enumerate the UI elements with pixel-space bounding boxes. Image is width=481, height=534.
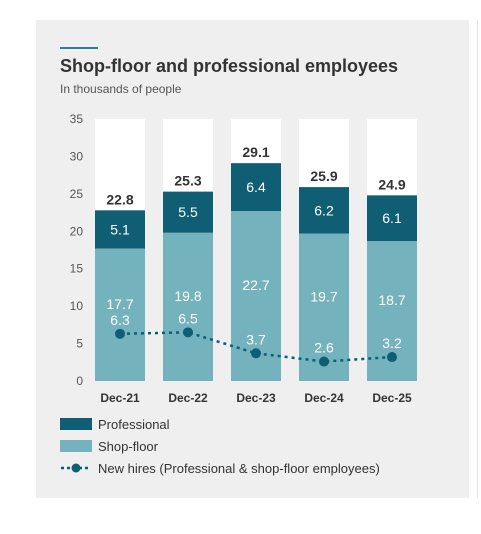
point-new-hires bbox=[183, 327, 193, 338]
legend-label-new-hires: New hires (Professional & shop-floor emp… bbox=[98, 460, 380, 476]
y-tick-label: 25 bbox=[70, 187, 84, 201]
point-new-hires bbox=[319, 356, 329, 367]
bar-professional bbox=[163, 191, 213, 233]
y-tick-label: 30 bbox=[70, 149, 84, 163]
data-label-shop-floor: 22.7 bbox=[242, 277, 269, 293]
chart-subtitle: In thousands of people bbox=[60, 82, 182, 96]
x-tick-label: Dec-25 bbox=[372, 391, 412, 405]
data-label-shop-floor: 19.8 bbox=[174, 288, 201, 304]
x-tick-label: Dec-24 bbox=[304, 391, 344, 405]
data-label-total: 25.3 bbox=[174, 173, 201, 189]
x-tick-label: Dec-21 bbox=[100, 391, 140, 405]
legend-swatch-professional bbox=[60, 418, 92, 430]
chart-title: Shop-floor and professional employees bbox=[60, 56, 399, 76]
bar-shop-floor bbox=[163, 232, 213, 381]
legend-swatch-new-hires bbox=[61, 463, 91, 473]
bar-professional bbox=[299, 187, 349, 234]
point-new-hires bbox=[387, 352, 397, 363]
data-label-professional: 6.1 bbox=[382, 210, 402, 226]
y-tick-label: 20 bbox=[70, 224, 84, 238]
panel-divider bbox=[477, 20, 478, 498]
legend-swatch-shop-floor bbox=[60, 440, 92, 452]
data-label-new-hires: 3.7 bbox=[246, 331, 266, 347]
legend-label-shop-floor: Shop-floor bbox=[98, 438, 158, 454]
y-tick-label: 15 bbox=[70, 262, 84, 276]
y-tick-label: 5 bbox=[76, 337, 83, 351]
data-label-new-hires: 6.5 bbox=[178, 310, 198, 326]
bar-professional bbox=[367, 195, 417, 242]
data-label-new-hires: 6.3 bbox=[110, 312, 130, 328]
point-new-hires bbox=[115, 328, 125, 339]
data-label-shop-floor: 19.7 bbox=[310, 288, 337, 304]
x-tick-label: Dec-22 bbox=[168, 391, 208, 405]
bar-professional bbox=[95, 210, 145, 249]
data-label-total: 22.8 bbox=[106, 191, 133, 207]
y-tick-label: 10 bbox=[70, 299, 84, 313]
data-label-professional: 5.1 bbox=[110, 221, 130, 237]
data-label-total: 25.9 bbox=[310, 168, 337, 184]
legend: Professional Shop-floor New hires (Profe… bbox=[60, 413, 380, 479]
data-label-shop-floor: 17.7 bbox=[106, 296, 133, 312]
legend-label-professional: Professional bbox=[98, 416, 170, 432]
data-label-professional: 5.5 bbox=[178, 204, 198, 220]
legend-item-new-hires: New hires (Professional & shop-floor emp… bbox=[60, 457, 380, 479]
legend-item-shop-floor: Shop-floor bbox=[60, 435, 380, 457]
data-label-total: 24.9 bbox=[378, 176, 405, 192]
legend-item-professional: Professional bbox=[60, 413, 380, 435]
y-tick-label: 35 bbox=[70, 112, 84, 126]
data-label-total: 29.1 bbox=[242, 144, 269, 160]
data-label-new-hires: 2.6 bbox=[314, 340, 334, 356]
data-label-shop-floor: 18.7 bbox=[378, 292, 405, 308]
data-label-professional: 6.2 bbox=[314, 202, 334, 218]
title-accent-line bbox=[60, 47, 98, 49]
point-new-hires bbox=[251, 348, 261, 359]
bar-professional bbox=[231, 163, 281, 212]
bar-shop-floor bbox=[95, 248, 145, 381]
data-label-new-hires: 3.2 bbox=[382, 335, 402, 351]
y-tick-label: 0 bbox=[76, 374, 83, 388]
bar-shop-floor bbox=[299, 233, 349, 381]
data-label-professional: 6.4 bbox=[246, 179, 266, 195]
x-tick-label: Dec-23 bbox=[236, 391, 276, 405]
